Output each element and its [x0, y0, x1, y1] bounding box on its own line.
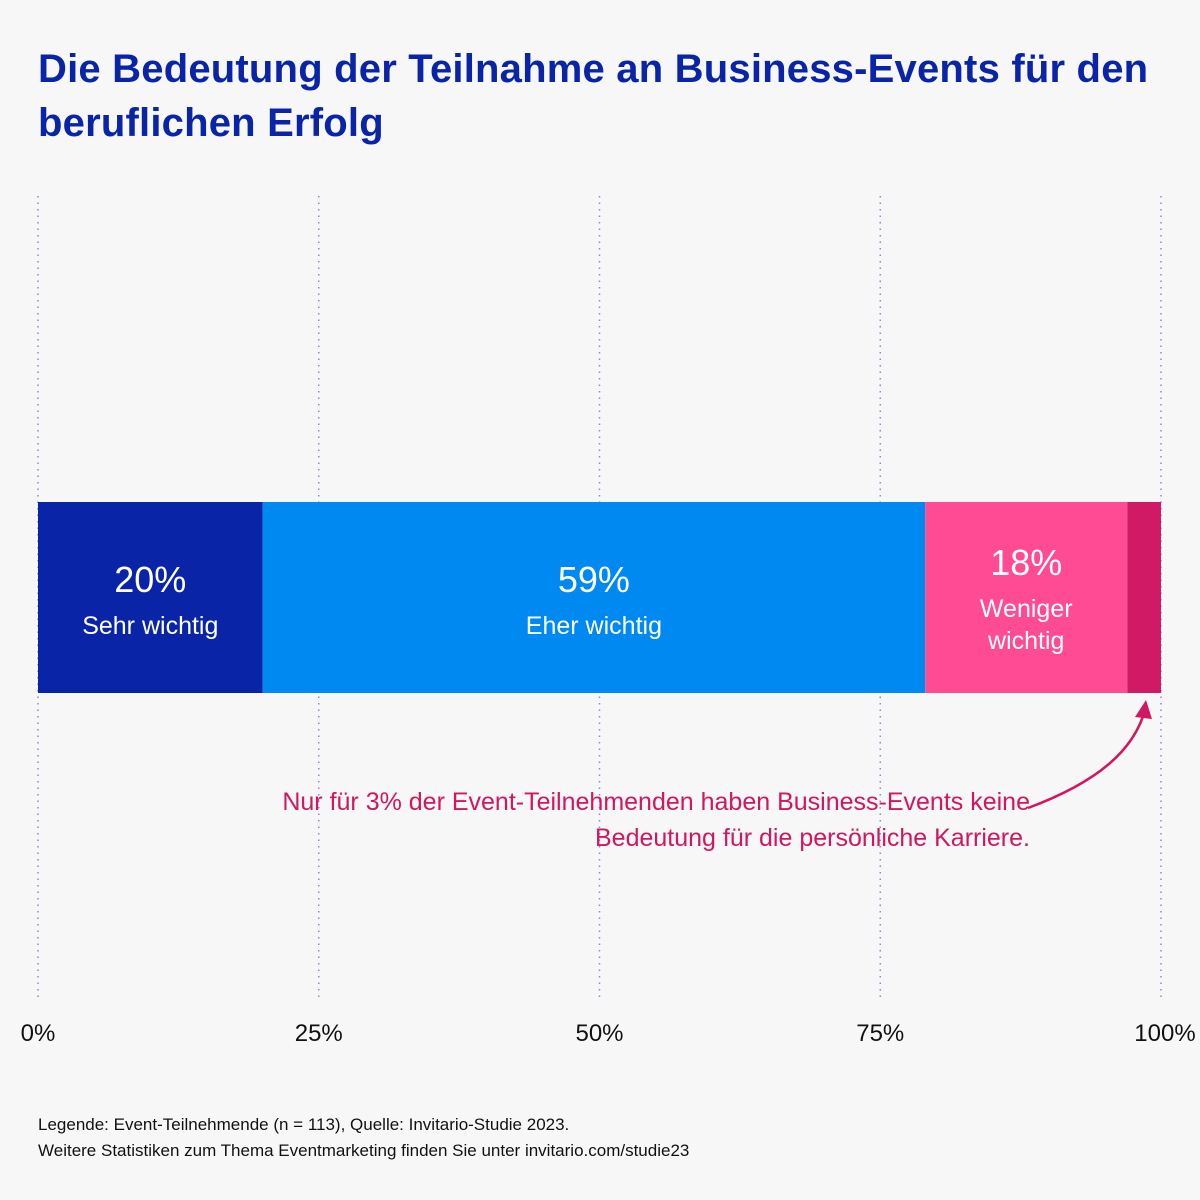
arrow-line: [1027, 709, 1147, 810]
footer-link-note: Weitere Statistiken zum Thema Eventmarke…: [38, 1141, 690, 1160]
bar-segments: 20% Sehr wichtig 59% Eher wichtig 18% Weniger…: [38, 502, 1161, 693]
bar-value-label: 59%: [558, 559, 630, 600]
bar-category-label: wichtig: [987, 627, 1064, 655]
arrow-head: [1135, 700, 1152, 719]
annotation-arrow: [1027, 700, 1152, 810]
x-tick-label: 25%: [295, 1020, 343, 1047]
bar-category-label: Weniger: [980, 595, 1073, 623]
bar-segment: [925, 502, 1128, 693]
x-tick-label: 50%: [575, 1020, 623, 1047]
x-axis-ticks: 0% 25% 50% 75% 100%: [21, 1020, 1196, 1047]
x-tick-label: 0%: [21, 1020, 56, 1047]
chart-title: Die Bedeutung der Teilnahme an Business-…: [38, 47, 1149, 145]
bar-segment: [262, 502, 926, 693]
bar-segment: [1127, 502, 1161, 693]
footer: Legende: Event-Teilnehmende (n = 113), Q…: [38, 1112, 1158, 1164]
bar-segment: [38, 502, 263, 693]
footer-legend: Legende: Event-Teilnehmende (n = 113), Q…: [38, 1115, 570, 1134]
bar-category-label: Sehr wichtig: [82, 612, 218, 640]
bar-value-label: 20%: [114, 559, 186, 600]
bar-value-label: 18%: [990, 542, 1062, 583]
x-tick-label: 75%: [856, 1020, 904, 1047]
annotation-text: Nur für 3% der Event-Teilnehmenden haben…: [282, 788, 1030, 852]
x-tick-label: 100%: [1134, 1020, 1195, 1047]
bar-category-label: Eher wichtig: [526, 612, 662, 640]
